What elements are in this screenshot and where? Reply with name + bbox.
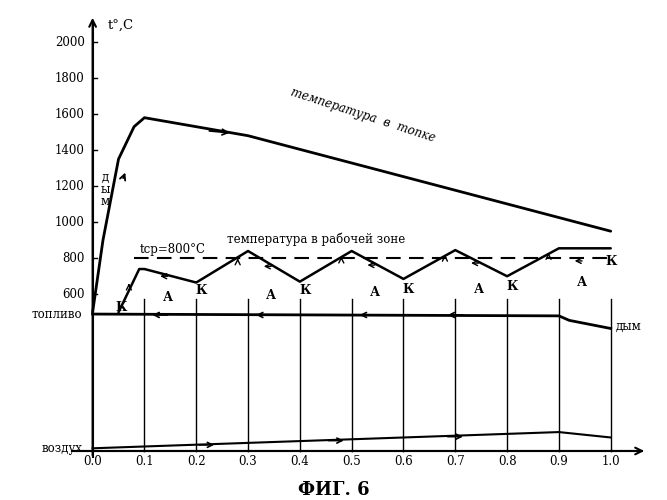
Text: топливо: топливо	[31, 308, 82, 320]
Text: К: К	[195, 284, 207, 298]
Text: дым: дым	[616, 320, 642, 333]
Text: А: А	[163, 290, 173, 304]
Text: А: А	[474, 284, 484, 296]
Text: 0.1: 0.1	[135, 455, 153, 468]
Text: К: К	[506, 280, 518, 293]
Text: А: А	[577, 276, 587, 289]
Text: д
ы
м: д ы м	[101, 172, 110, 208]
Text: температура  в  топке: температура в топке	[289, 86, 438, 144]
Text: 0.3: 0.3	[239, 455, 257, 468]
Text: 0.4: 0.4	[290, 455, 309, 468]
Text: А: А	[266, 289, 276, 302]
Text: 600: 600	[62, 288, 85, 301]
Text: 800: 800	[63, 252, 85, 264]
Text: 1200: 1200	[55, 180, 85, 192]
Text: 1.0: 1.0	[602, 455, 620, 468]
Text: 0.7: 0.7	[446, 455, 465, 468]
Text: 1800: 1800	[55, 72, 85, 85]
Text: 0.9: 0.9	[550, 455, 568, 468]
Text: К: К	[115, 302, 127, 314]
Text: 1000: 1000	[55, 216, 85, 228]
Text: 0.0: 0.0	[83, 455, 102, 468]
Text: А: А	[370, 286, 380, 299]
Text: 0.2: 0.2	[187, 455, 205, 468]
Text: t°,C: t°,C	[108, 18, 134, 32]
Text: 0.6: 0.6	[394, 455, 413, 468]
Text: температура в рабочей зоне: температура в рабочей зоне	[227, 232, 406, 245]
Text: tср=800°C: tср=800°C	[139, 244, 205, 256]
Text: 1400: 1400	[55, 144, 85, 156]
Text: 1600: 1600	[55, 108, 85, 120]
Text: 2000: 2000	[55, 36, 85, 49]
Text: воздух: воздух	[41, 442, 82, 455]
Text: К: К	[605, 254, 616, 268]
Text: К: К	[299, 284, 311, 298]
Text: 0.5: 0.5	[342, 455, 361, 468]
Text: К: К	[403, 282, 414, 296]
Text: 0.8: 0.8	[498, 455, 516, 468]
Text: ФИГ. 6: ФИГ. 6	[297, 481, 370, 499]
